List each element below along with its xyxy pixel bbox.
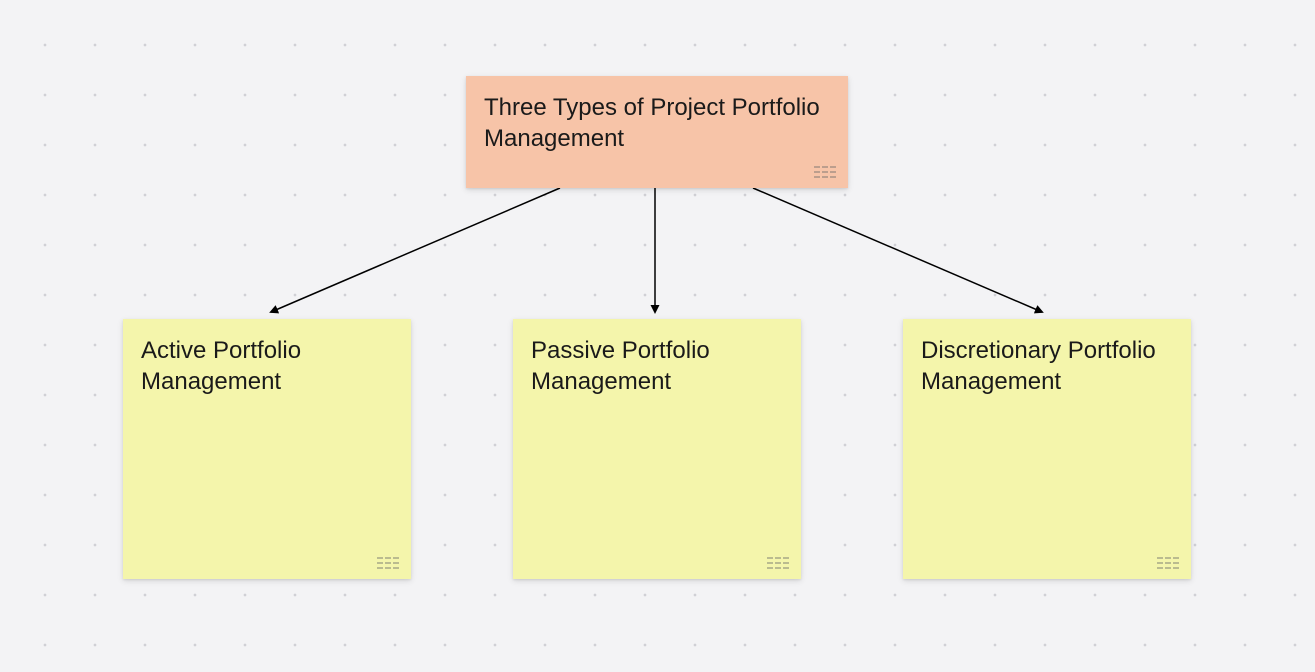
diagram-canvas: Three Types of Project Portfolio Managem… <box>0 0 1315 672</box>
root-node[interactable]: Three Types of Project Portfolio Managem… <box>466 76 848 188</box>
child-node-label: Discretionary Portfolio Management <box>921 335 1173 397</box>
card-grid-icon <box>814 166 836 178</box>
child-node-label: Active Portfolio Management <box>141 335 393 397</box>
card-grid-icon <box>1157 557 1179 569</box>
root-node-label: Three Types of Project Portfolio Managem… <box>484 92 830 154</box>
connector-edge <box>271 188 560 312</box>
child-node[interactable]: Discretionary Portfolio Management <box>903 319 1191 579</box>
child-node[interactable]: Passive Portfolio Management <box>513 319 801 579</box>
card-grid-icon <box>377 557 399 569</box>
connector-edge <box>753 188 1042 312</box>
card-grid-icon <box>767 557 789 569</box>
child-node[interactable]: Active Portfolio Management <box>123 319 411 579</box>
child-node-label: Passive Portfolio Management <box>531 335 783 397</box>
